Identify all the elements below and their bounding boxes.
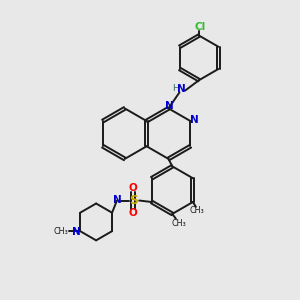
Text: H: H xyxy=(172,84,179,93)
Text: N: N xyxy=(112,195,121,205)
Text: CH₃: CH₃ xyxy=(172,219,186,228)
Text: CH₃: CH₃ xyxy=(53,226,68,236)
Text: CH₃: CH₃ xyxy=(189,206,204,215)
Text: O: O xyxy=(129,183,138,193)
Text: N: N xyxy=(190,115,199,124)
Text: N: N xyxy=(72,227,81,237)
Text: N: N xyxy=(165,101,173,111)
Text: N: N xyxy=(178,84,186,94)
Text: Cl: Cl xyxy=(194,22,205,32)
Text: S: S xyxy=(129,194,138,207)
Text: O: O xyxy=(129,208,138,218)
